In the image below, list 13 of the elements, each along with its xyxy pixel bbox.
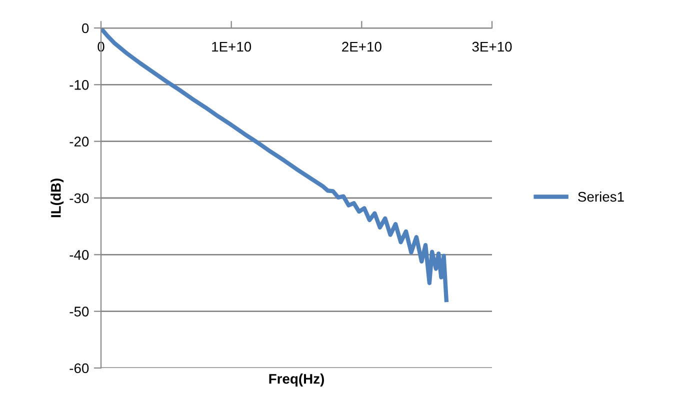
y-tick-label: -40 xyxy=(70,250,89,260)
y-tick-label: -60 xyxy=(70,363,89,374)
y-tick-label: -50 xyxy=(70,306,89,317)
y-axis-title: IL(dB) xyxy=(50,178,64,218)
x-tick-label: 2E+10 xyxy=(342,42,382,52)
y-tick-label: -10 xyxy=(70,80,89,90)
x-tick-label: 1E+10 xyxy=(212,42,252,52)
y-tick-label: -30 xyxy=(70,193,89,204)
x-tick-label: 3E+10 xyxy=(472,42,512,52)
x-axis-title: Freq(Hz) xyxy=(269,374,324,387)
y-tick-label: -20 xyxy=(70,136,89,147)
y-tick-label: 0 xyxy=(82,23,89,34)
legend-label: Series1 xyxy=(578,192,624,202)
